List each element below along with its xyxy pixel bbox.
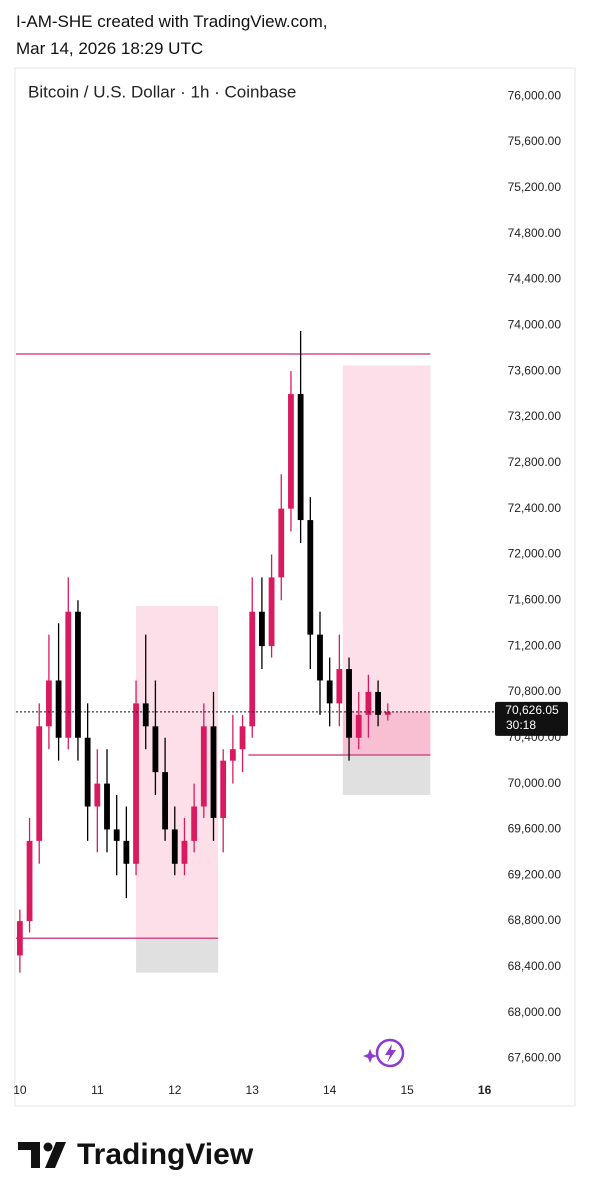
candle-body <box>384 711 391 715</box>
y-tick-label: 74,800.00 <box>508 226 562 240</box>
countdown-label: 30:18 <box>506 718 536 732</box>
y-tick-label: 74,000.00 <box>508 317 562 331</box>
x-tick-label: 10 <box>13 1083 27 1097</box>
candle-body <box>278 508 285 578</box>
plot-layer <box>16 331 431 973</box>
candle-body <box>210 726 217 818</box>
y-tick-label: 70,800.00 <box>508 684 562 698</box>
candle-body <box>142 703 149 727</box>
candle-body <box>181 840 188 864</box>
last-price-box <box>495 701 568 736</box>
y-tick-label: 71,600.00 <box>508 592 562 606</box>
header-line: I-AM-SHE created with TradingView.com, <box>16 12 328 31</box>
brand-logo: TradingView <box>18 1138 254 1171</box>
lightning-icon <box>363 1038 405 1068</box>
zone <box>342 754 431 796</box>
candle-body <box>259 611 265 647</box>
y-tick-label: 71,200.00 <box>508 638 562 652</box>
candle-body <box>133 703 139 864</box>
candle-body <box>336 669 343 704</box>
candle-body <box>36 726 43 841</box>
candle-body <box>162 772 168 830</box>
candle-body <box>307 520 314 635</box>
y-tick-label: 75,600.00 <box>508 134 562 148</box>
zone <box>342 365 431 755</box>
y-tick-label: 70,000.00 <box>508 776 562 790</box>
candle-body <box>268 577 275 647</box>
brand-name: TradingView <box>77 1138 254 1171</box>
candle-body <box>297 394 304 521</box>
candle-body <box>65 611 72 738</box>
candle-body <box>84 737 91 807</box>
candle-body <box>239 726 246 750</box>
y-tick-label: 68,800.00 <box>508 913 562 927</box>
x-tick-label: 16 <box>478 1083 492 1097</box>
zone <box>136 938 219 973</box>
x-tick-label: 15 <box>400 1083 414 1097</box>
y-tick-label: 72,400.00 <box>508 501 562 515</box>
y-tick-label: 68,000.00 <box>508 1005 562 1019</box>
y-tick-label: 73,600.00 <box>508 363 562 377</box>
y-tick-label: 75,200.00 <box>508 180 562 194</box>
chart-frame <box>14 67 576 1107</box>
chart-title: Bitcoin / U.S. Dollar · 1h · Coinbase <box>28 82 296 101</box>
candle-body <box>171 829 178 864</box>
x-tick-label: 14 <box>323 1083 337 1097</box>
candle-body <box>123 840 130 864</box>
y-tick-label: 73,200.00 <box>508 409 562 423</box>
x-tick-label: 11 <box>91 1083 104 1097</box>
y-tick-label: 67,600.00 <box>508 1051 562 1065</box>
y-tick-label: 68,400.00 <box>508 959 562 973</box>
y-tick-label: 74,400.00 <box>508 272 562 286</box>
candle-body <box>191 806 198 841</box>
candle-body <box>288 394 294 509</box>
candle-body <box>355 714 362 738</box>
candle-body <box>55 680 62 738</box>
candle-body <box>152 726 159 773</box>
y-tick-label: 69,600.00 <box>508 822 562 836</box>
candle-body <box>326 680 333 704</box>
x-tick-label: 12 <box>168 1083 182 1097</box>
candle-body <box>16 921 23 956</box>
last-price-label: 70,626.05 <box>505 703 559 717</box>
candle-body <box>365 691 372 715</box>
candle-body <box>200 726 207 807</box>
candle-body <box>104 783 110 830</box>
candle-body <box>94 783 101 807</box>
candle-body <box>220 760 227 818</box>
x-tick-label: 13 <box>246 1083 260 1097</box>
y-tick-label: 72,000.00 <box>508 547 562 561</box>
candle-body <box>113 829 120 841</box>
candle-body <box>375 691 381 715</box>
candle-body <box>346 669 352 738</box>
candle-body <box>75 611 81 738</box>
y-tick-label: 69,200.00 <box>508 867 562 881</box>
candle-body <box>26 840 33 922</box>
candle-body <box>46 680 52 727</box>
candle-body <box>317 634 323 681</box>
candle-body <box>249 611 256 727</box>
header-line: Mar 14, 2026 18:29 UTC <box>16 39 204 58</box>
y-tick-label: 76,000.00 <box>508 88 562 102</box>
candle-body <box>229 749 236 761</box>
y-tick-label: 72,800.00 <box>508 455 562 469</box>
